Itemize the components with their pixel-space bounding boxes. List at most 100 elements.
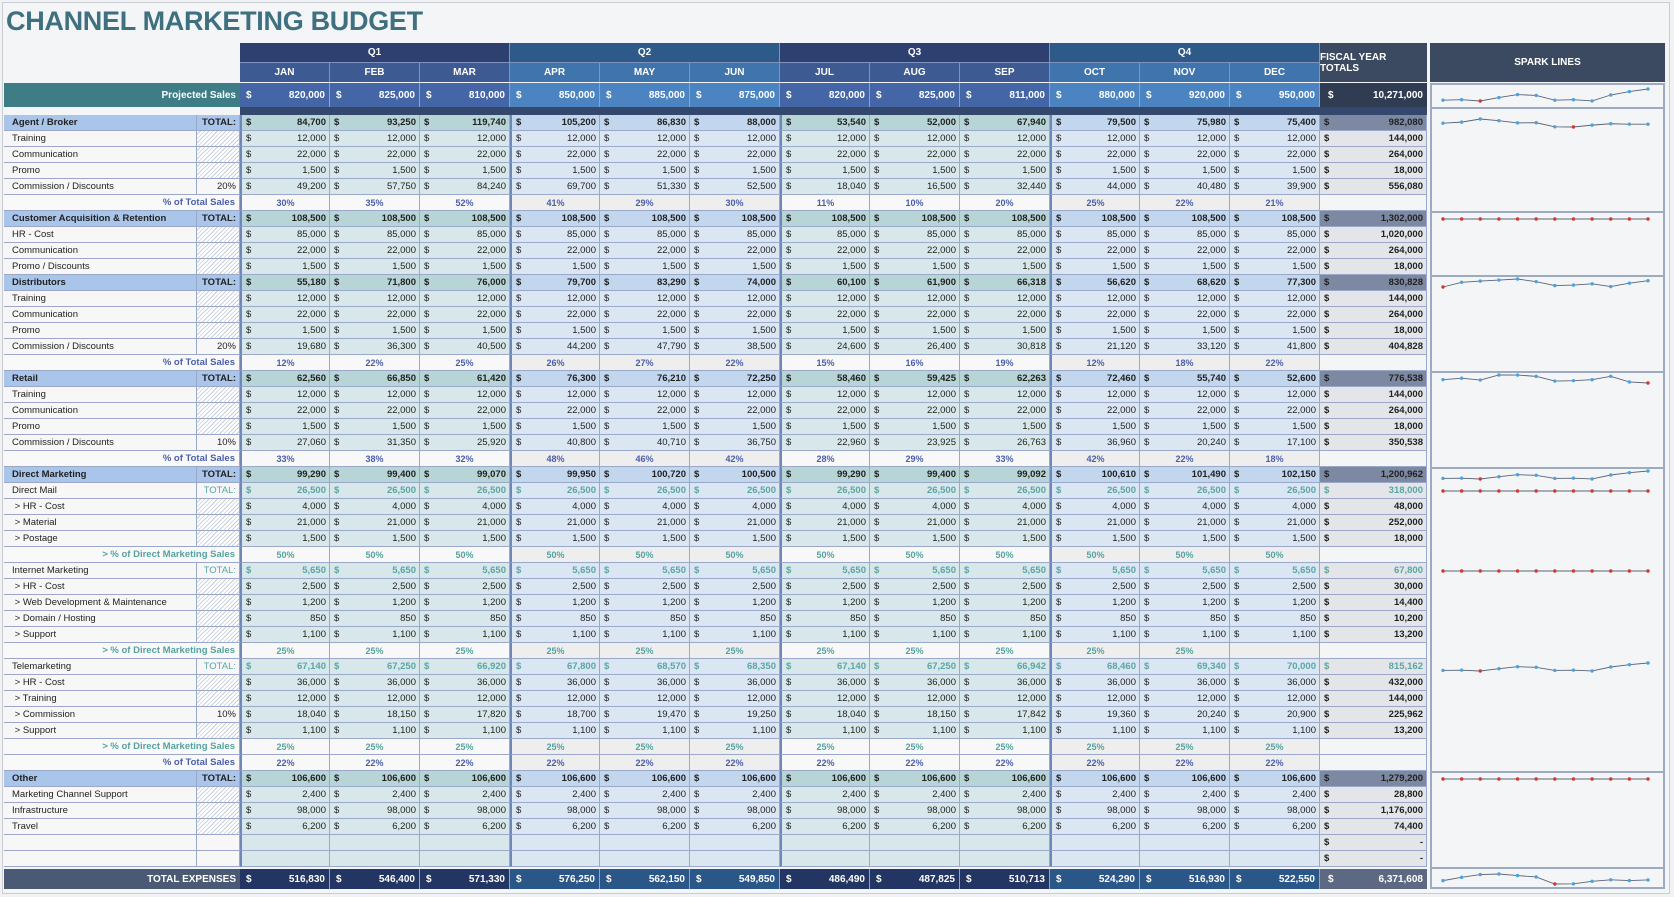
table-row-section-total: Direct Marketing TOTAL: $99,290 $99,400 $99,…: [4, 467, 1427, 483]
table-row-item: Training $12,000 $12,000 $12,000 $12,000 $12,…: [4, 131, 1427, 147]
cell-nov: $68,620: [1140, 275, 1230, 291]
value: 22,000: [476, 245, 506, 256]
currency-symbol: $: [964, 421, 970, 432]
value: 875,000: [738, 89, 775, 101]
value: 2,400: [1202, 789, 1226, 800]
fiscal-year-total: $350,538: [1320, 435, 1427, 451]
currency-symbol: $: [604, 693, 610, 704]
currency-symbol: $: [516, 405, 522, 416]
value: 2,400: [392, 789, 416, 800]
value: 6,200: [1292, 821, 1316, 832]
cell-feb: $36,300: [330, 339, 420, 355]
cell-jan: [240, 835, 330, 851]
cell-mar: $1,500: [420, 259, 510, 275]
value: 75,980: [1196, 117, 1226, 128]
currency-symbol: $: [334, 437, 340, 448]
cell-apr: 48%: [510, 451, 600, 467]
currency-symbol: $: [334, 469, 340, 480]
cell-dec: $52,600: [1230, 371, 1320, 387]
cell-feb: $12,000: [330, 131, 420, 147]
value: 31,350: [386, 437, 416, 448]
currency-symbol: $: [786, 213, 792, 224]
currency-symbol: $: [786, 309, 792, 320]
cell-may: $86,830: [600, 115, 690, 131]
value: 2,500: [1292, 581, 1316, 592]
currency-symbol: $: [874, 325, 880, 336]
currency-symbol: $: [694, 597, 700, 608]
cell-mar: $5,650: [420, 563, 510, 579]
cell-nov: $106,600: [1140, 771, 1230, 787]
row-tag: [197, 291, 240, 307]
currency-symbol: $: [874, 565, 880, 576]
value: 56,620: [1106, 277, 1136, 288]
currency-symbol: $: [874, 501, 880, 512]
cell-may: $12,000: [600, 387, 690, 403]
cell-aug: $16,500: [870, 179, 960, 195]
value: 2,500: [302, 581, 326, 592]
cell-apr: $850: [510, 611, 600, 627]
row-label: Direct Marketing: [4, 467, 197, 483]
cell-oct: $1,200: [1050, 595, 1140, 611]
cell-may: $1,500: [600, 163, 690, 179]
cell-nov: $33,120: [1140, 339, 1230, 355]
currency-symbol: $: [334, 709, 340, 720]
value: 85,000: [1196, 229, 1226, 240]
cell-jul: $36,000: [780, 675, 870, 691]
cell-dec: $22,000: [1230, 307, 1320, 323]
currency-symbol: $: [424, 341, 430, 352]
value: 1,500: [302, 421, 326, 432]
currency-symbol: $: [1056, 149, 1062, 160]
cell-jun: $98,000: [690, 803, 780, 819]
currency-symbol: $: [694, 181, 700, 192]
currency-symbol: $: [1324, 533, 1330, 544]
currency-symbol: $: [246, 661, 252, 672]
cell-apr: $1,500: [510, 419, 600, 435]
spark-lines-header: SPARK LINES: [1430, 43, 1665, 82]
value: 22,000: [386, 309, 416, 320]
currency-symbol: $: [874, 421, 880, 432]
value: 22,000: [656, 245, 686, 256]
cell-feb: $1,100: [330, 723, 420, 739]
value: 98,000: [1286, 805, 1316, 816]
value: 98,000: [746, 805, 776, 816]
currency-symbol: $: [1144, 517, 1150, 528]
value: 22,000: [746, 405, 776, 416]
value: 6,200: [1112, 821, 1136, 832]
cell-jan: $62,560: [240, 371, 330, 387]
value: 51,330: [656, 181, 686, 192]
value: 22,000: [1286, 245, 1316, 256]
currency-symbol: $: [694, 629, 700, 640]
cell-jan: $12,000: [240, 131, 330, 147]
cell-jun: $22,000: [690, 307, 780, 323]
fiscal-year-total: $556,080: [1320, 179, 1427, 195]
currency-symbol: $: [424, 165, 430, 176]
value: 1,500: [662, 421, 686, 432]
currency-symbol: $: [964, 805, 970, 816]
value: 41,800: [1286, 341, 1316, 352]
currency-symbol: $: [604, 613, 610, 624]
cell-jul: [780, 851, 870, 867]
cell-apr: $44,200: [510, 339, 600, 355]
currency-symbol: $: [964, 789, 970, 800]
currency-symbol: $: [334, 693, 340, 704]
value: 39,900: [1286, 181, 1316, 192]
cell-jan: $22,000: [240, 147, 330, 163]
cell-sep: [960, 851, 1050, 867]
projected-sales-total: $10,271,000: [1320, 83, 1427, 107]
cell-aug: $1,500: [870, 419, 960, 435]
row-label: Retail: [4, 371, 197, 387]
value: 1,500: [1112, 533, 1136, 544]
cell-may: $85,000: [600, 227, 690, 243]
fiscal-year-total: [1320, 547, 1427, 563]
value: 21,000: [656, 517, 686, 528]
currency-symbol: $: [874, 789, 880, 800]
cell-nov: $1,100: [1140, 723, 1230, 739]
currency-symbol: $: [424, 597, 430, 608]
cell-aug: $61,900: [870, 275, 960, 291]
table-row-section-total: Distributors TOTAL: $55,180 $71,800 $76,000 $…: [4, 275, 1427, 291]
row-tag: [197, 147, 240, 163]
cell-aug: $1,500: [870, 531, 960, 547]
value: 22,000: [1196, 245, 1226, 256]
value: 1,500: [932, 533, 956, 544]
cell-oct: $22,000: [1050, 403, 1140, 419]
